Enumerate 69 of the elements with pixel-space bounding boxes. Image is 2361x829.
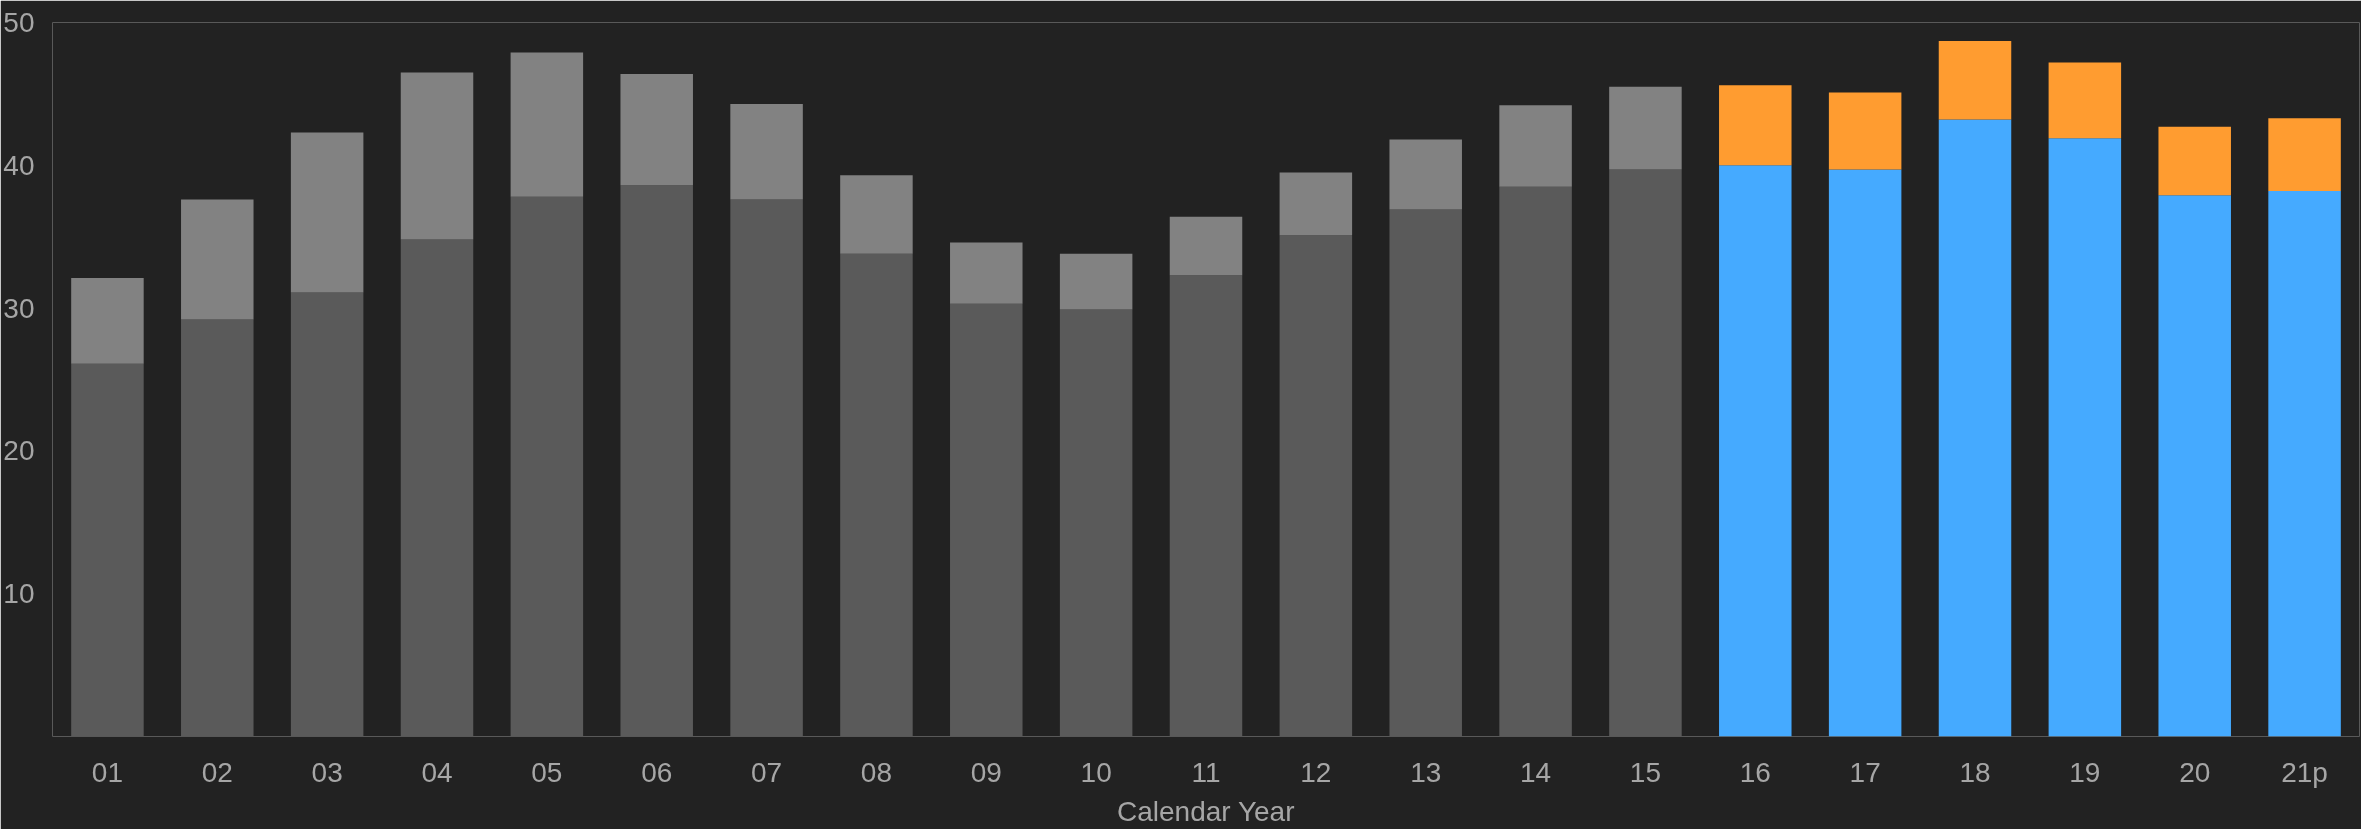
bar xyxy=(1279,172,1353,236)
bar xyxy=(2048,138,2122,737)
bar xyxy=(1389,139,1462,210)
bar xyxy=(1169,275,1243,737)
y-tick-label: 20 xyxy=(3,435,35,467)
bar xyxy=(730,199,803,737)
x-tick-label: 11 xyxy=(1191,756,1221,788)
bar xyxy=(730,103,803,200)
x-tick-label: 19 xyxy=(2069,756,2101,788)
bar xyxy=(1828,92,1902,170)
bar xyxy=(510,52,584,197)
bar xyxy=(1169,216,1243,276)
x-tick-label: 03 xyxy=(311,756,343,788)
bar xyxy=(1059,309,1133,737)
y-tick-label: 10 xyxy=(3,578,35,610)
x-tick-label: 08 xyxy=(860,756,893,788)
x-tick-label: 10 xyxy=(1080,756,1112,788)
x-tick-label: 12 xyxy=(1300,756,1332,788)
x-tick-label: 07 xyxy=(751,756,783,788)
bar xyxy=(1609,86,1682,170)
bar xyxy=(2268,118,2341,191)
x-tick-label: 13 xyxy=(1410,756,1442,788)
bar xyxy=(400,239,474,737)
x-tick-label: 14 xyxy=(1520,756,1552,788)
bar xyxy=(840,175,913,254)
bar xyxy=(400,72,474,240)
x-tick-label: 20 xyxy=(2179,756,2211,788)
bar xyxy=(181,319,254,737)
bar xyxy=(1609,169,1682,737)
bar xyxy=(1719,85,1792,166)
y-tick-label: 40 xyxy=(3,149,35,181)
bar xyxy=(1828,169,1902,737)
x-tick-label: 04 xyxy=(421,756,453,788)
x-tick-label: 15 xyxy=(1629,756,1662,788)
bar xyxy=(1059,253,1133,310)
bar xyxy=(2268,191,2341,737)
x-axis-title: Calendar Year xyxy=(1117,795,1295,827)
y-tick-label: 30 xyxy=(3,292,35,324)
bar xyxy=(71,363,144,737)
bar xyxy=(2158,195,2231,737)
bar xyxy=(620,185,693,737)
bar xyxy=(1389,209,1462,737)
x-tick-label: 09 xyxy=(970,756,1002,788)
x-tick-label: 01 xyxy=(91,756,124,788)
x-tick-label: 18 xyxy=(1959,756,1991,788)
bar xyxy=(1719,165,1792,737)
x-tick-label: 06 xyxy=(641,756,673,788)
bar xyxy=(290,292,364,737)
y-tick-label: 50 xyxy=(3,7,35,38)
bar xyxy=(2158,126,2231,196)
x-tick-label: 02 xyxy=(201,756,233,788)
x-tick-label: 16 xyxy=(1739,756,1771,788)
bar xyxy=(2048,62,2122,139)
bar xyxy=(840,253,913,737)
bar xyxy=(1938,119,2012,737)
bar xyxy=(1938,41,2012,120)
x-tick-label: 17 xyxy=(1849,756,1881,788)
bar xyxy=(1499,186,1572,737)
bar xyxy=(1499,105,1572,187)
x-tick-label: 05 xyxy=(531,756,563,788)
bar xyxy=(620,73,693,186)
x-tick-label: 21p xyxy=(2281,756,2328,788)
bar xyxy=(1279,235,1353,737)
bar xyxy=(950,242,1023,304)
bar xyxy=(510,196,584,737)
bar xyxy=(71,278,144,364)
bar xyxy=(290,132,364,293)
bar xyxy=(181,199,254,320)
bar xyxy=(950,303,1023,737)
